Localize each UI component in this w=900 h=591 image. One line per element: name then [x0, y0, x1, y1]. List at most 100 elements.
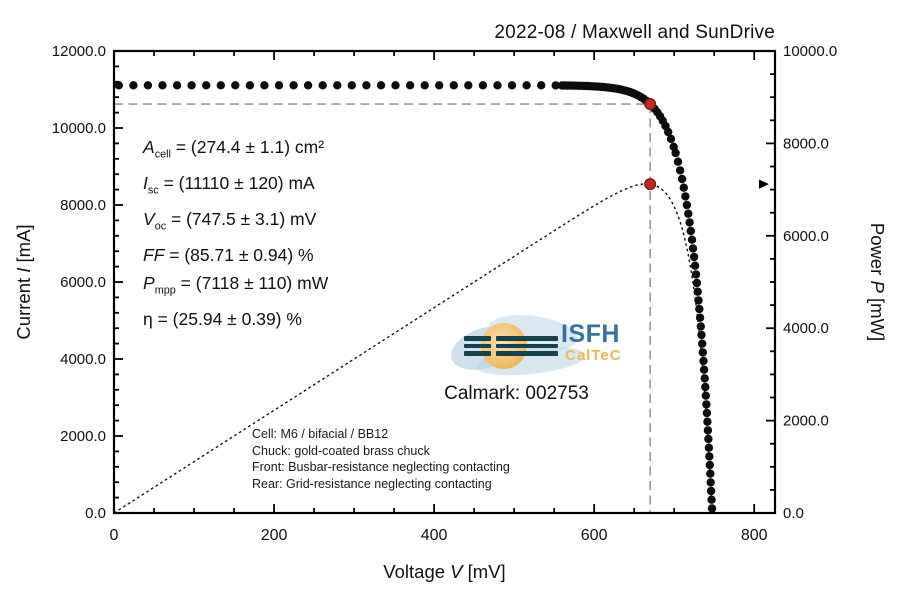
cell-parameters-block: Acell = (274.4 ± 1.1) cm² Isc = (11110 ± …	[143, 133, 328, 333]
note-line: Front: Busbar-resistance neglecting cont…	[252, 460, 510, 475]
iv-data-point	[677, 174, 687, 184]
iv-data-point	[695, 304, 704, 314]
iv-data-point	[690, 261, 700, 270]
iv-data-point	[698, 339, 707, 348]
iv-data-point	[391, 81, 400, 90]
iv-data-point	[376, 81, 386, 90]
iv-data-point	[707, 495, 716, 504]
iv-data-point	[694, 296, 703, 305]
iv-data-point	[689, 252, 699, 262]
iv-data-point	[129, 81, 138, 90]
iv-data-point	[318, 81, 327, 90]
iv-data-point	[522, 81, 531, 90]
iv-data-point	[289, 81, 298, 90]
iv-data-point	[114, 81, 124, 90]
iv-data-point	[706, 469, 715, 478]
iv-data-point	[362, 81, 371, 90]
iv-data-point	[158, 81, 167, 90]
cell-parameter-line: η = (25.94 ± 0.39) %	[143, 309, 302, 330]
y-left-tick-label: 10000.0	[52, 120, 106, 137]
x-tick-label: 400	[421, 527, 448, 544]
iv-data-point	[697, 330, 706, 340]
iv-data-point	[686, 226, 695, 236]
iv-data-point	[202, 81, 211, 90]
y-left-tick-label: 0.0	[85, 505, 106, 522]
iv-data-point	[699, 365, 709, 374]
iv-data-point	[699, 356, 708, 366]
iv-data-point	[685, 218, 694, 227]
iv-data-point	[420, 81, 429, 90]
iv-data-point	[507, 81, 517, 90]
x-tick-label: 200	[261, 527, 288, 544]
y-left-tick-label: 8000.0	[60, 197, 106, 214]
iv-data-point	[537, 81, 546, 90]
y-right-tick-label: 10000.0	[783, 43, 837, 60]
iv-data-point	[693, 287, 702, 296]
cell-parameter-line: Isc = (11110 ± 120) mA	[143, 172, 315, 197]
x-tick-label: 800	[741, 527, 768, 544]
y-left-tick-label: 2000.0	[60, 428, 106, 445]
y-right-tick-label: 4000.0	[783, 320, 829, 337]
iv-data-point	[405, 81, 415, 90]
iv-data-point	[464, 81, 473, 90]
iv-data-point	[681, 192, 690, 201]
iv-data-point	[478, 81, 488, 90]
iv-data-point	[705, 460, 714, 470]
iv-data-point	[706, 478, 715, 487]
iv-data-point	[172, 81, 182, 90]
x-axis-title: Voltage V [mV]	[383, 561, 505, 582]
y-left-tick-label: 12000.0	[52, 43, 106, 60]
iv-data-point	[679, 183, 688, 192]
iv-data-point	[260, 81, 269, 90]
isfh-caltec-logo: ISFH CalTeC	[445, 309, 621, 382]
y-right-tick-label: 2000.0	[783, 413, 829, 430]
cell-parameter-line: Pmpp = (7118 ± 110) mW	[143, 273, 329, 297]
iv-data-point	[666, 134, 676, 144]
calmark-label: Calmark: 002753	[444, 383, 589, 404]
y-left-axis-title: Current I [mA]	[13, 224, 34, 339]
iv-data-point	[551, 81, 560, 90]
iv-data-point	[700, 374, 709, 383]
cell-parameter-line: FF = (85.71 ± 0.94) %	[143, 244, 314, 265]
cell-parameter-line: Acell = (274.4 ± 1.1) cm²	[143, 137, 325, 161]
iv-data-point	[701, 391, 710, 400]
iv-data-point	[703, 417, 712, 426]
iv-data-point	[703, 426, 713, 435]
mpp-marker-power	[644, 178, 657, 191]
iv-data-point	[435, 81, 444, 90]
note-line: Rear: Grid-resistance neglecting contact…	[252, 476, 492, 491]
chart-title: 2022-08 / Maxwell and SunDrive	[494, 22, 775, 43]
iv-data-point	[682, 200, 692, 210]
y-left-tick-label: 6000.0	[60, 274, 106, 291]
iv-data-point	[303, 81, 313, 90]
iv-data-point	[704, 443, 714, 452]
pmpp-arrowhead-icon	[759, 179, 769, 189]
iv-data-point	[449, 81, 458, 90]
iv-data-point	[705, 452, 714, 461]
iv-data-point	[687, 235, 697, 244]
iv-data-point	[216, 81, 225, 90]
iv-data-point	[696, 322, 705, 331]
iv-data-point	[673, 157, 683, 166]
iv-data-point	[698, 348, 707, 357]
iv-data-point	[702, 408, 712, 418]
iv-data-point	[675, 166, 685, 175]
iv-data-point	[706, 486, 716, 496]
iv-data-point	[701, 382, 710, 392]
iv-data-point	[493, 81, 502, 90]
iv-data-point	[664, 127, 673, 137]
iv-data-point	[671, 148, 680, 158]
logo-text-isfh: ISFH	[561, 320, 620, 348]
y-right-tick-label: 6000.0	[783, 228, 829, 245]
y-right-tick-label: 8000.0	[783, 135, 829, 152]
iv-data-point	[143, 81, 153, 90]
measurement-notes: Cell: M6 / bifacial / BB12 Chuck: gold-co…	[252, 426, 510, 492]
iv-data-point	[695, 313, 705, 322]
iv-data-point	[187, 81, 196, 90]
x-tick-label: 600	[581, 527, 608, 544]
iv-data-point	[702, 400, 711, 409]
note-line: Cell: M6 / bifacial / BB12	[252, 427, 389, 441]
y-right-axis-title: Power P [mW]	[867, 223, 888, 341]
